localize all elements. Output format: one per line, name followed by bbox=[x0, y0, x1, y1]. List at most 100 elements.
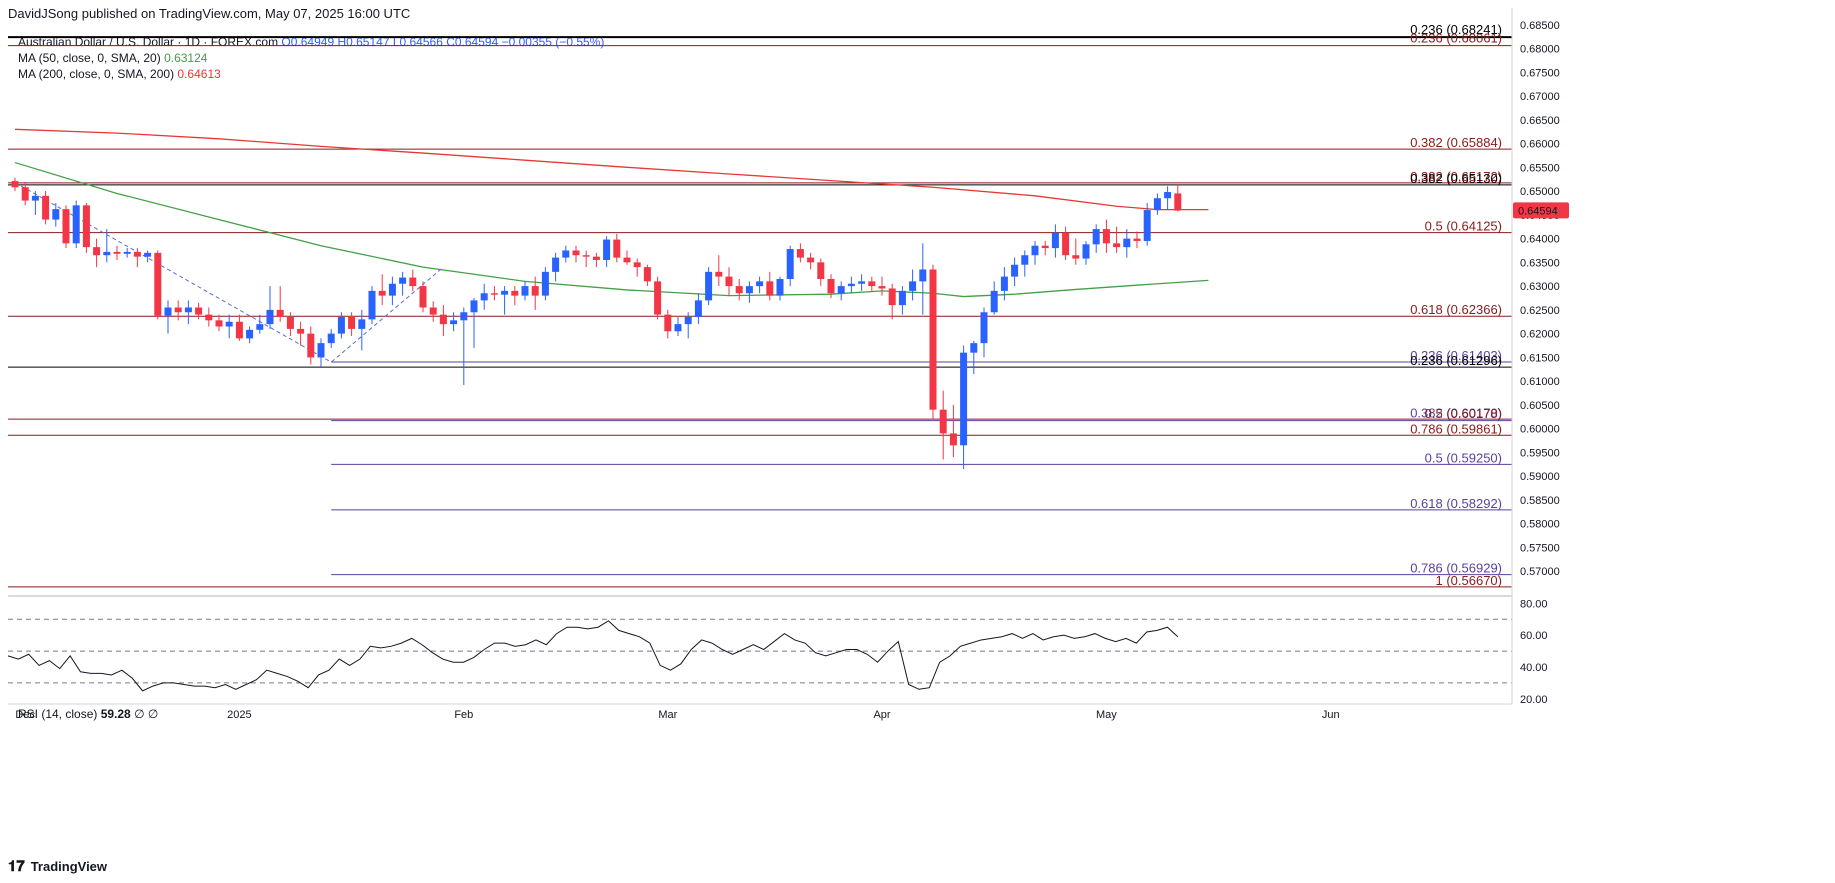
candle-body bbox=[144, 252, 152, 257]
price-tick-label: 0.63500 bbox=[1520, 257, 1560, 269]
candle-body bbox=[450, 320, 458, 325]
candle-body bbox=[541, 271, 549, 296]
candle-body bbox=[399, 277, 407, 284]
candle-body bbox=[21, 187, 29, 201]
price-tick-label: 0.65500 bbox=[1520, 162, 1560, 174]
rsi-panel bbox=[7, 618, 1512, 692]
candle-body bbox=[919, 269, 927, 282]
price-tick-label: 0.57000 bbox=[1520, 566, 1560, 578]
candle-body bbox=[949, 433, 957, 446]
candle-body bbox=[62, 209, 70, 244]
candle-body bbox=[154, 252, 162, 316]
candle-body bbox=[266, 309, 274, 325]
candle-body bbox=[868, 281, 876, 287]
candle-body bbox=[623, 257, 631, 263]
candle-body bbox=[664, 314, 672, 332]
candle-body bbox=[674, 324, 682, 332]
price-tick-label: 0.59500 bbox=[1520, 447, 1560, 459]
candle-body bbox=[378, 290, 386, 296]
ma200-label: MA (200, close, 0, SMA, 200) bbox=[18, 67, 175, 81]
ma200-value: 0.64613 bbox=[177, 67, 221, 81]
candle-body bbox=[735, 286, 743, 294]
candle-body bbox=[888, 288, 896, 306]
ma50-row[interactable]: MA (50, close, 0, SMA, 20) 0.63124 bbox=[18, 50, 604, 66]
candle-body bbox=[531, 286, 539, 296]
candle-body bbox=[858, 281, 866, 284]
candle-body bbox=[898, 290, 906, 306]
candle-body bbox=[256, 324, 264, 330]
candle-body bbox=[1072, 255, 1080, 259]
candle-body bbox=[388, 283, 396, 296]
candle-body bbox=[705, 271, 713, 301]
candle-body bbox=[72, 205, 80, 244]
candle-body bbox=[174, 307, 182, 313]
time-tick-label: Apr bbox=[873, 709, 890, 721]
candle-body bbox=[909, 281, 917, 291]
candle-body bbox=[592, 256, 600, 260]
candle-body bbox=[42, 195, 50, 220]
candle-body bbox=[786, 249, 794, 279]
candle-body bbox=[1082, 244, 1090, 259]
price-tick-label: 0.61500 bbox=[1520, 352, 1560, 364]
rsi-line bbox=[7, 620, 1179, 692]
footer-brand[interactable]: 𝟏𝟕 TradingView bbox=[8, 858, 107, 875]
fib-level-label: 0.236 (0.68061) bbox=[1410, 31, 1502, 46]
time-tick-label: May bbox=[1096, 709, 1117, 721]
candle-body bbox=[807, 257, 815, 263]
candle-body bbox=[1123, 238, 1131, 248]
candle-body bbox=[511, 290, 519, 296]
candle-body bbox=[694, 300, 702, 318]
candle-body bbox=[235, 321, 243, 339]
candle-body bbox=[970, 343, 978, 353]
candle-body bbox=[103, 251, 111, 256]
candle-body bbox=[582, 255, 590, 257]
fib-level-label: 0.382 (0.60170) bbox=[1410, 406, 1502, 421]
time-tick-label: Dec bbox=[15, 709, 35, 721]
ma50-label: MA (50, close, 0, SMA, 20) bbox=[18, 51, 161, 65]
candle-body bbox=[1113, 243, 1121, 248]
candle-body bbox=[205, 314, 213, 321]
fibonacci-labels: 0.236 (0.68241)0.236 (0.68061) 0.382 (0.6… bbox=[1410, 22, 1502, 588]
last-price-label: 0.64594 bbox=[1518, 205, 1558, 217]
fib-level-label: 0.236 (0.68241) bbox=[1410, 22, 1502, 37]
price-tick-label: 0.66000 bbox=[1520, 139, 1560, 151]
price-tick-label: 0.63000 bbox=[1520, 281, 1560, 293]
candle-body bbox=[225, 321, 233, 327]
candle-body bbox=[766, 281, 774, 296]
candle-body bbox=[1031, 245, 1039, 256]
dashed-trendline bbox=[14, 182, 444, 363]
candle-body bbox=[817, 262, 825, 279]
candle-body bbox=[123, 251, 131, 254]
rsi-tick-label: 40.00 bbox=[1520, 662, 1548, 674]
fib-level-label: 0.382 (0.65172) bbox=[1410, 169, 1502, 184]
trendline bbox=[14, 182, 444, 363]
candle-body bbox=[837, 286, 845, 294]
candle-body bbox=[93, 247, 101, 256]
candle-body bbox=[1102, 229, 1110, 244]
price-tick-label: 0.60000 bbox=[1520, 424, 1560, 436]
price-tick-label: 0.62500 bbox=[1520, 305, 1560, 317]
candle-body bbox=[31, 195, 39, 201]
candle-body bbox=[1051, 232, 1059, 249]
ma200-row[interactable]: MA (200, close, 0, SMA, 200) 0.64613 bbox=[18, 66, 604, 82]
candle-body bbox=[195, 307, 203, 315]
fib-level-label: 0.618 (0.62366) bbox=[1410, 302, 1502, 317]
moving-averages bbox=[14, 128, 1209, 298]
fibonacci-levels bbox=[8, 36, 1512, 588]
candle-body bbox=[317, 343, 325, 358]
time-tick-label: Mar bbox=[658, 709, 677, 721]
ma200-line bbox=[14, 128, 1209, 211]
candle-body bbox=[1021, 255, 1029, 265]
candle-body bbox=[1133, 238, 1141, 241]
candle-body bbox=[643, 267, 651, 282]
candle-body bbox=[1092, 229, 1100, 245]
candle-body bbox=[348, 317, 356, 329]
rsi-legend[interactable]: RSI (14, close) 59.28 ∅ ∅ bbox=[18, 707, 158, 721]
price-tick-label: 0.68500 bbox=[1520, 20, 1560, 32]
candle-body bbox=[960, 352, 968, 446]
price-tick-label: 0.58500 bbox=[1520, 495, 1560, 507]
rsi-extra: ∅ ∅ bbox=[134, 707, 159, 721]
price-tick-label: 0.61000 bbox=[1520, 376, 1560, 388]
rsi-tick-label: 60.00 bbox=[1520, 630, 1548, 642]
